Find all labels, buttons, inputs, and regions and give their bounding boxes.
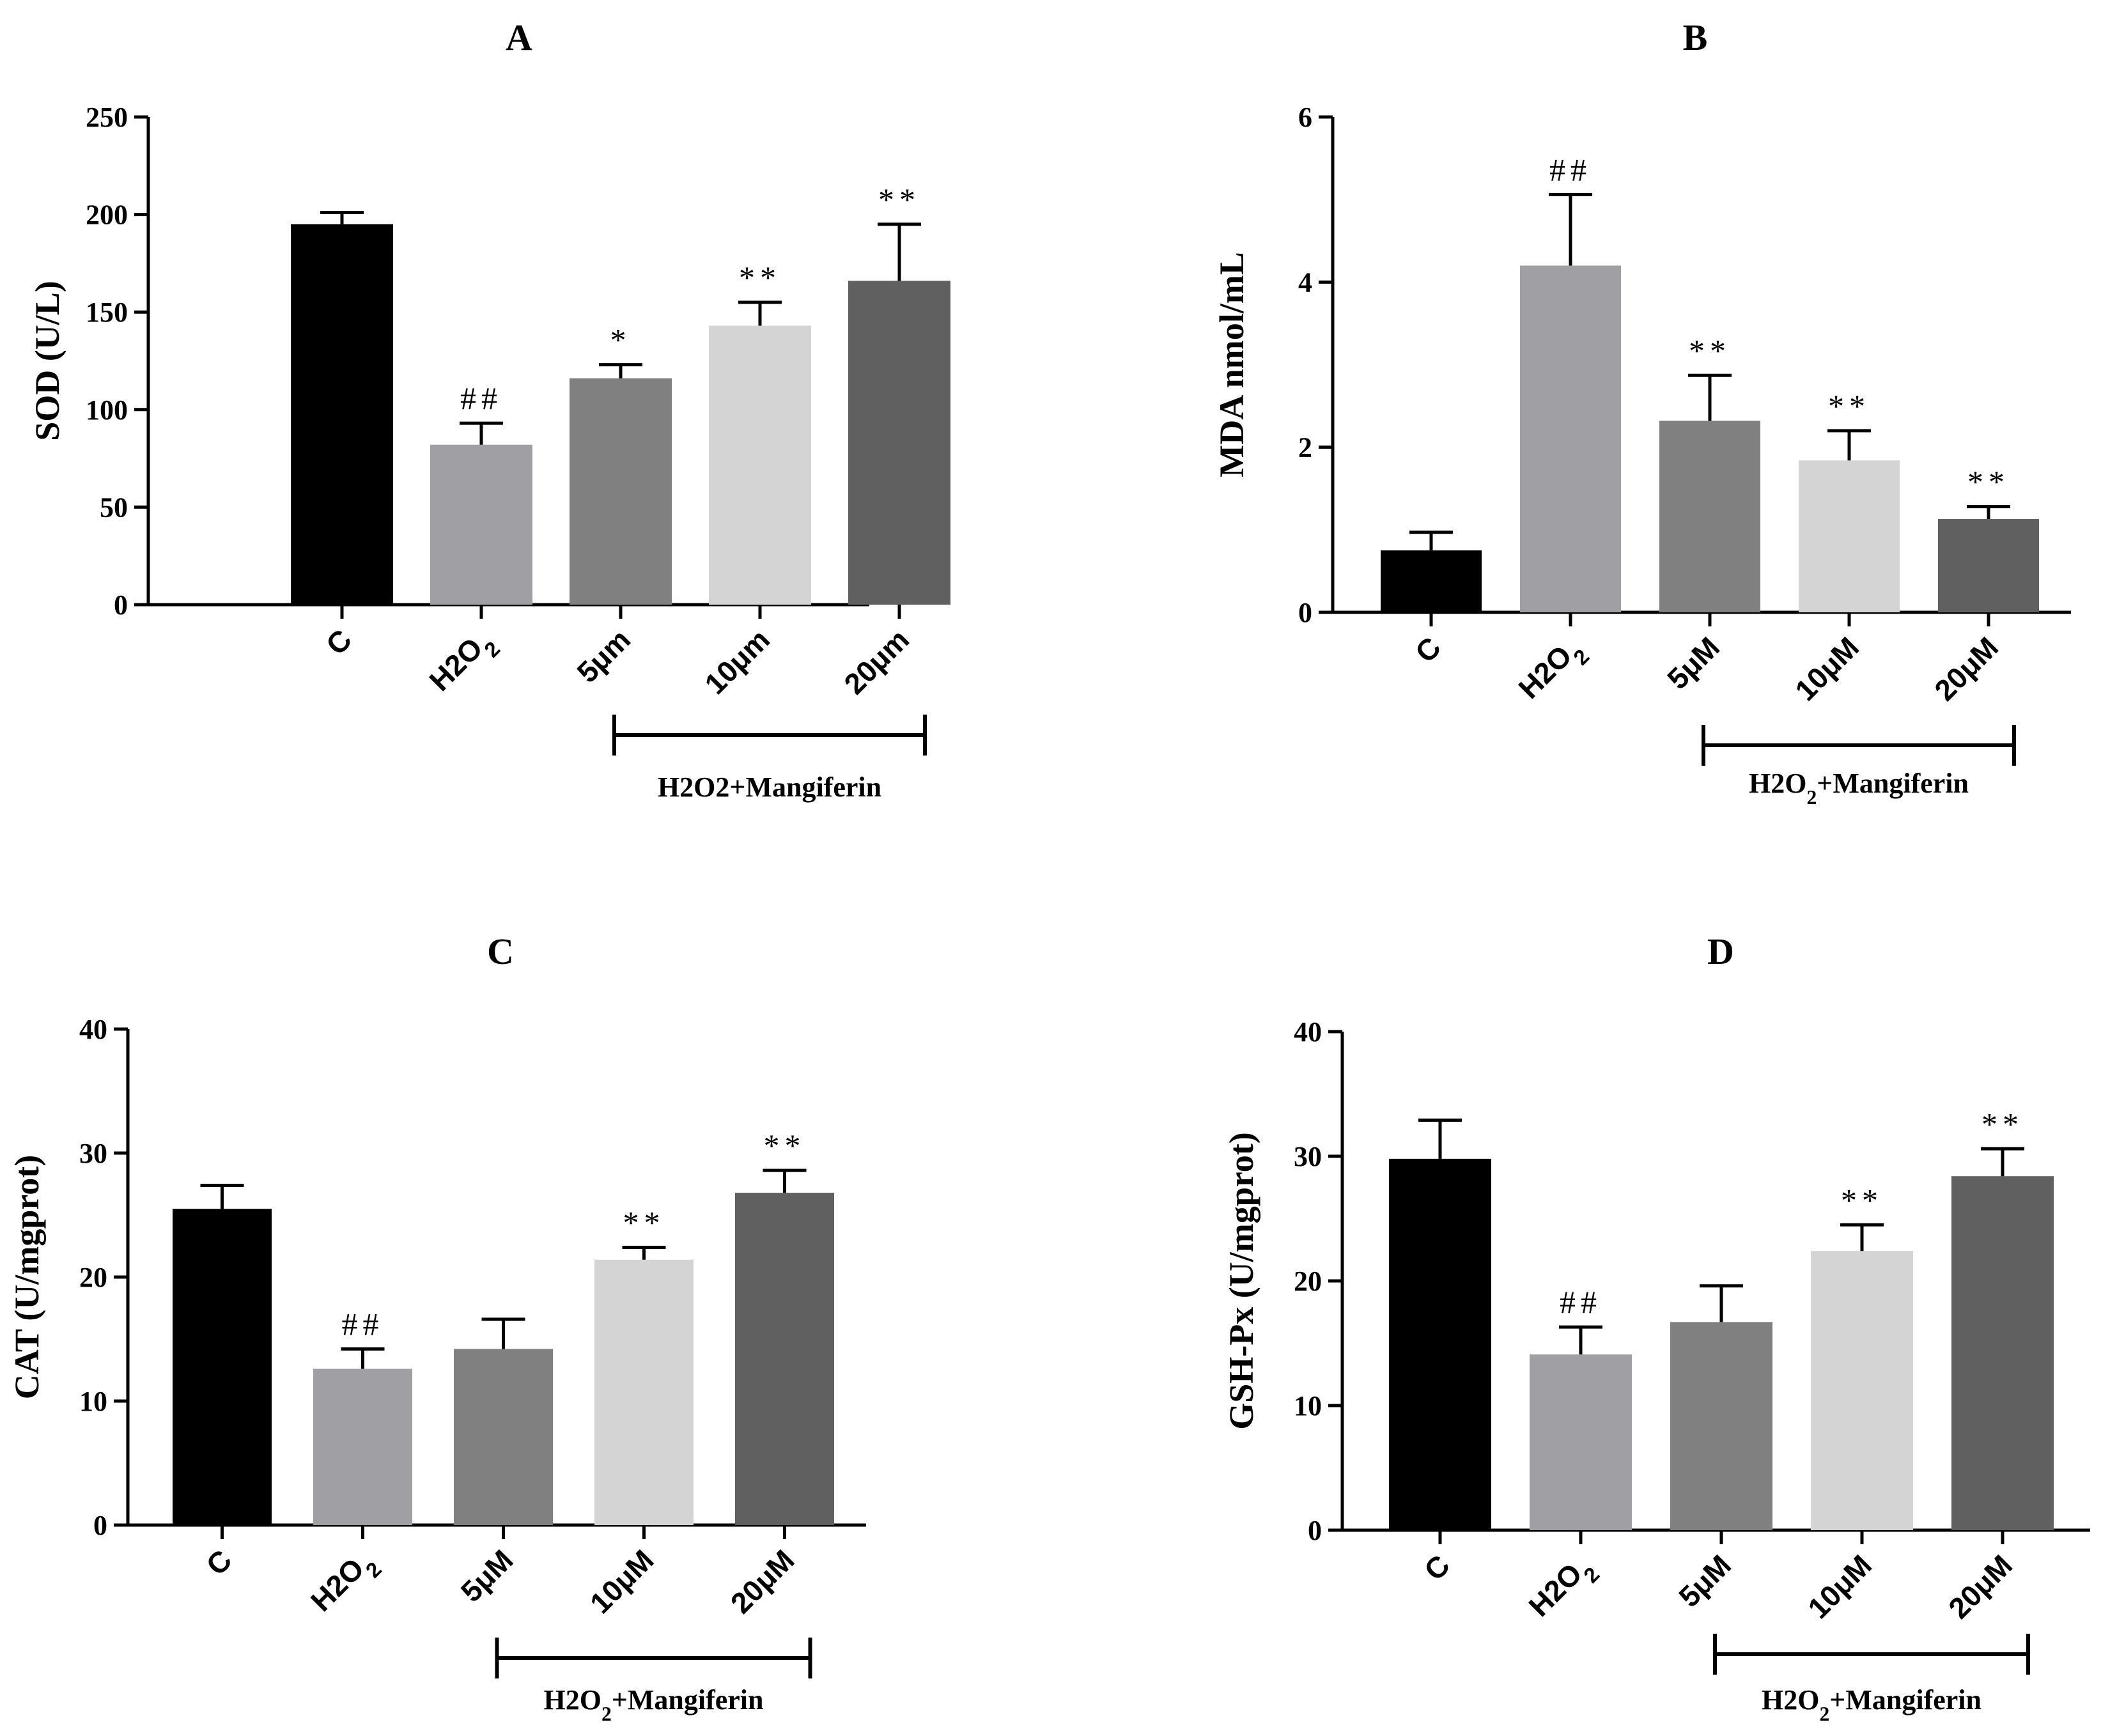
- x-tick-label: 5μM: [1672, 1548, 1737, 1613]
- bar-2: [570, 378, 672, 605]
- x-tick-label: C: [1418, 1548, 1456, 1586]
- bar-2: [1670, 1322, 1772, 1530]
- x-tick-label: 5μM: [1661, 630, 1726, 695]
- y-axis-label: MDA nmol/mL: [1213, 252, 1251, 477]
- x-tick-label: 5μm: [570, 623, 637, 689]
- y-tick-label: 0: [93, 1510, 107, 1541]
- chart-panel-c: C CAT (U/mgprot) 0 10 20 30 40 C ## H2O2 5μM ** 10μM…: [8, 931, 866, 1725]
- x-tick-label: 10μM: [584, 1543, 660, 1620]
- x-tick-label: H2O2: [1512, 630, 1594, 712]
- bar-2: [454, 1349, 553, 1525]
- y-tick-label: 0: [114, 589, 128, 621]
- y-axis-label: SOD (U/L): [28, 281, 66, 441]
- significance-mark: **: [1841, 1182, 1883, 1218]
- y-tick-label: 20: [79, 1262, 107, 1293]
- significance-mark: ##: [1560, 1284, 1602, 1320]
- significance-mark: **: [1981, 1106, 2024, 1142]
- bar-1: [1520, 265, 1621, 612]
- significance-mark: **: [739, 260, 781, 295]
- chart-panel-b: B MDA nmol/mL 0 2 4 6 C ## H2O2 ** 5μM ** 10μM ** 20μM…: [1213, 17, 2071, 809]
- x-tick-label: 10μM: [1788, 630, 1865, 707]
- x-tick-label: 5μM: [454, 1543, 520, 1608]
- x-tick-label: 10μm: [698, 623, 776, 701]
- significance-mark: **: [623, 1204, 665, 1240]
- group-label: H2O2+Mangiferin: [658, 771, 881, 803]
- bar-0: [291, 224, 393, 605]
- panel-title: A: [506, 17, 532, 58]
- chart-panel-d: D GSH-Px (U/mgprot) 0 10 20 30 40 C ## H2O2 5μM ** 1…: [1222, 931, 2090, 1725]
- y-tick-label: 40: [79, 1014, 107, 1045]
- chart-panel-a: A SOD (U/L) 0 50 100 150 200 250 C ## H2O2 * 5μm ** 10…: [28, 17, 950, 803]
- x-tick-label: C: [199, 1543, 238, 1581]
- x-tick-label: H2O2: [304, 1543, 386, 1625]
- x-tick-label: 20μm: [837, 623, 915, 701]
- y-tick-label: 4: [1298, 267, 1312, 298]
- bar-1: [313, 1368, 412, 1525]
- significance-mark: **: [1689, 332, 1731, 368]
- bar-2: [1659, 421, 1760, 612]
- panel-title: C: [487, 931, 514, 972]
- y-tick-label: 40: [1294, 1016, 1322, 1048]
- y-tick-label: 0: [1298, 597, 1312, 628]
- significance-mark: *: [610, 322, 632, 358]
- bar-4: [1951, 1176, 2054, 1530]
- bar-3: [1811, 1251, 1913, 1530]
- significance-mark: **: [1828, 388, 1870, 424]
- bar-4: [848, 281, 950, 605]
- bar-3: [709, 325, 811, 605]
- bar-1: [430, 444, 532, 605]
- y-tick-label: 30: [1294, 1141, 1322, 1172]
- y-tick-label: 2: [1298, 432, 1312, 463]
- panel-title: D: [1707, 931, 1734, 972]
- significance-mark: ##: [342, 1306, 384, 1342]
- y-tick-label: 20: [1294, 1266, 1322, 1297]
- x-tick-label: C: [1409, 630, 1447, 669]
- x-tick-label: 20μM: [1928, 630, 2005, 707]
- y-tick-label: 200: [86, 199, 128, 231]
- x-tick-label: H2O2: [423, 623, 504, 704]
- y-axis-label: CAT (U/mgprot): [8, 1155, 46, 1399]
- x-tick-label: C: [320, 623, 358, 661]
- significance-mark: ##: [460, 380, 502, 416]
- significance-mark: **: [878, 182, 920, 217]
- panel-title: B: [1683, 17, 1708, 58]
- bar-1: [1530, 1354, 1632, 1530]
- bar-4: [1938, 519, 2039, 612]
- bar-0: [173, 1209, 272, 1525]
- y-tick-label: 250: [86, 102, 128, 133]
- y-axis-label: GSH-Px (U/mgprot): [1222, 1132, 1260, 1429]
- bar-0: [1389, 1158, 1491, 1530]
- significance-mark: ##: [1549, 151, 1592, 187]
- x-tick-label: 20μM: [1942, 1548, 2019, 1625]
- bar-3: [594, 1259, 694, 1525]
- group-label: H2O2+Mangiferin: [1749, 768, 1969, 809]
- x-tick-label: 20μM: [724, 1543, 801, 1620]
- significance-mark: **: [764, 1128, 806, 1163]
- y-tick-label: 10: [1294, 1390, 1322, 1422]
- y-tick-label: 10: [79, 1386, 107, 1417]
- y-tick-label: 6: [1298, 102, 1312, 133]
- bar-0: [1381, 550, 1482, 612]
- x-tick-label: 10μM: [1801, 1548, 1878, 1625]
- bar-4: [735, 1193, 834, 1525]
- y-tick-label: 150: [86, 297, 128, 328]
- group-label: H2O2+Mangiferin: [1762, 1684, 1981, 1725]
- x-tick-label: H2O2: [1522, 1548, 1604, 1630]
- significance-mark: **: [1967, 464, 2010, 500]
- group-label: H2O2+Mangiferin: [543, 1684, 763, 1725]
- y-tick-label: 30: [79, 1138, 107, 1169]
- y-tick-label: 50: [100, 492, 128, 523]
- y-tick-label: 0: [1308, 1515, 1322, 1546]
- bar-3: [1799, 460, 1900, 612]
- y-tick-label: 100: [86, 394, 128, 426]
